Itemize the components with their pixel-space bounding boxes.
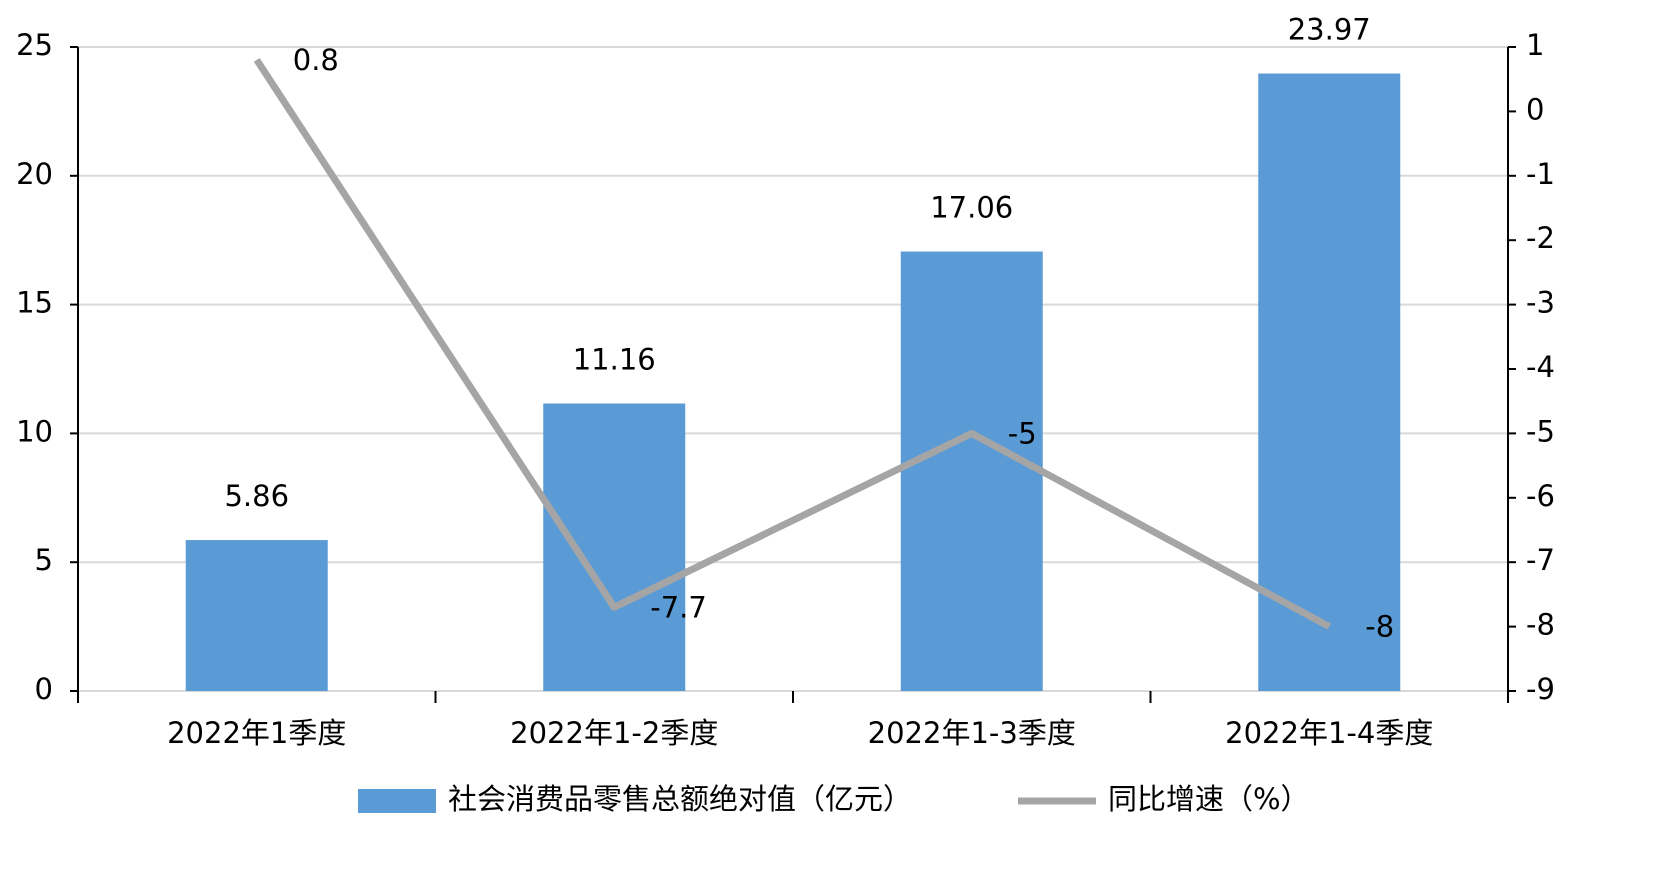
bar [1258,73,1401,692]
y-tick-label: 10 [16,414,53,448]
y2-tick-label: -7 [1526,543,1555,577]
legend-swatch [358,789,436,813]
y-tick-label: 15 [16,286,53,320]
bar-value-label: 23.97 [1288,13,1371,47]
bar-value-label: 11.16 [573,343,656,377]
y2-tick-label: -3 [1526,286,1555,320]
y-tick-label: 20 [16,157,53,191]
legend-label: 同比增速（%） [1108,782,1310,816]
y2-tick-label: -9 [1526,672,1555,706]
y2-tick-label: -2 [1526,221,1555,255]
x-tick-label: 2022年1-3季度 [868,716,1076,750]
x-tick-label: 2022年1-2季度 [510,716,718,750]
y2-tick-label: -1 [1526,157,1555,191]
line-value-label: -7.7 [650,590,707,624]
x-tick-label: 2022年1季度 [167,716,346,750]
bar [185,540,328,691]
y2-tick-label: -4 [1526,350,1555,384]
y2-tick-label: 1 [1526,28,1544,62]
bar [900,251,1043,691]
y-tick-label: 0 [35,672,53,706]
bar [543,403,686,691]
y-tick-label: 25 [16,28,53,62]
line-value-label: -5 [1008,416,1037,450]
y2-tick-label: -5 [1526,414,1555,448]
line-value-label: -8 [1365,610,1394,644]
bar-value-label: 17.06 [930,191,1013,225]
x-tick-label: 2022年1-4季度 [1225,716,1433,750]
bar-value-label: 5.86 [224,479,289,513]
line-value-label: 0.8 [293,43,339,77]
y2-tick-label: -6 [1526,479,1555,513]
legend-label: 社会消费品零售总额绝对值（亿元） [448,782,912,816]
y2-tick-label: 0 [1526,92,1544,126]
y2-tick-label: -8 [1526,608,1555,642]
line [253,57,1331,630]
y-tick-label: 5 [35,543,53,577]
